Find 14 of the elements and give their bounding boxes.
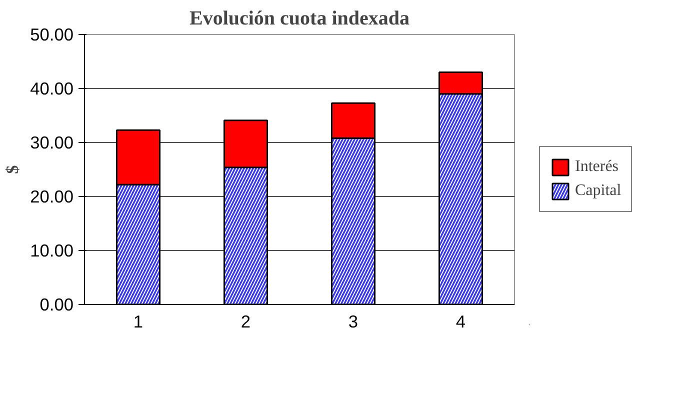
y-tick-label: 10.00: [30, 240, 74, 260]
chart-title: Evolución cuota indexada: [189, 8, 410, 30]
y-axis-title: $: [3, 164, 22, 174]
x-tick-label: 4: [456, 312, 466, 332]
legend-label: Capital: [575, 182, 622, 200]
y-tick-label: 0.00: [40, 294, 74, 314]
y-tick-label: 50.00: [30, 24, 74, 44]
x-tick-label: 1: [133, 312, 144, 332]
y-tick-label: 40.00: [30, 78, 74, 98]
x-tick-label: 2: [240, 312, 251, 332]
y-tick-label: 30.00: [30, 132, 74, 152]
legend-label: Interés: [575, 158, 619, 176]
x-tick-label: 3: [348, 312, 358, 332]
y-tick-label: 20.00: [30, 186, 74, 206]
